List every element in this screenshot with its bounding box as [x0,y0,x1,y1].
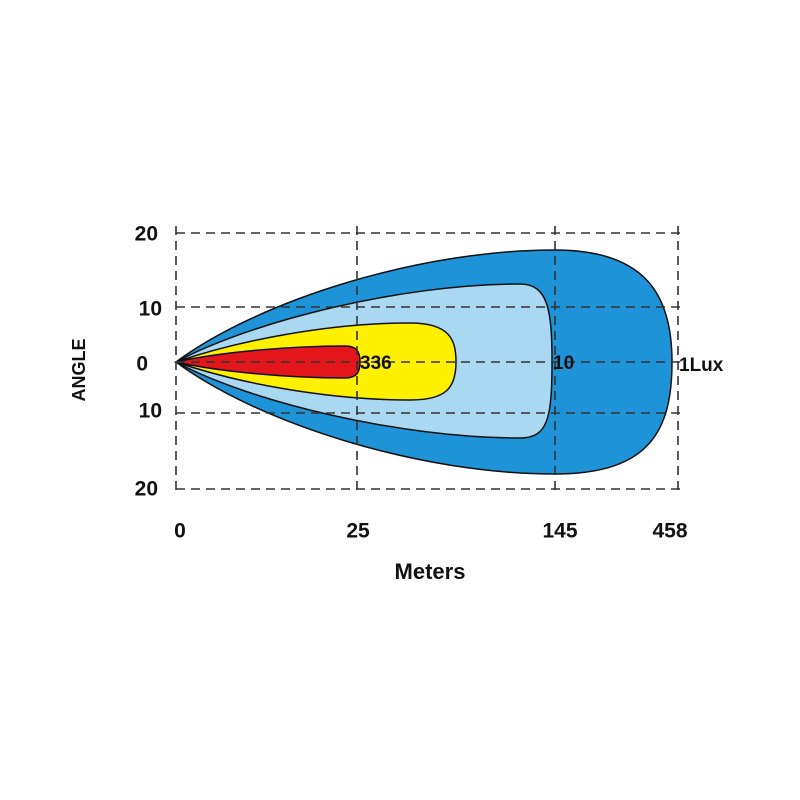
x-axis-label: Meters [395,559,466,584]
x-tick-label: 458 [652,520,687,543]
contour-label: 336 [360,353,392,374]
x-tick-label: 25 [346,520,370,543]
y-tick-label: 10 [139,400,162,423]
y-tick-label: 20 [135,478,158,501]
y-tick-label: 20 [135,223,158,246]
contour-label: 1Lux [679,355,724,376]
grid [175,226,682,492]
x-tick-label: 145 [542,520,577,543]
contour-label: 10 [553,353,574,374]
y-tick-label: 10 [139,298,162,321]
x-tick-label: 0 [174,520,186,543]
y-axis-label: ANGLE [69,339,89,402]
y-tick-label: 0 [136,353,148,376]
